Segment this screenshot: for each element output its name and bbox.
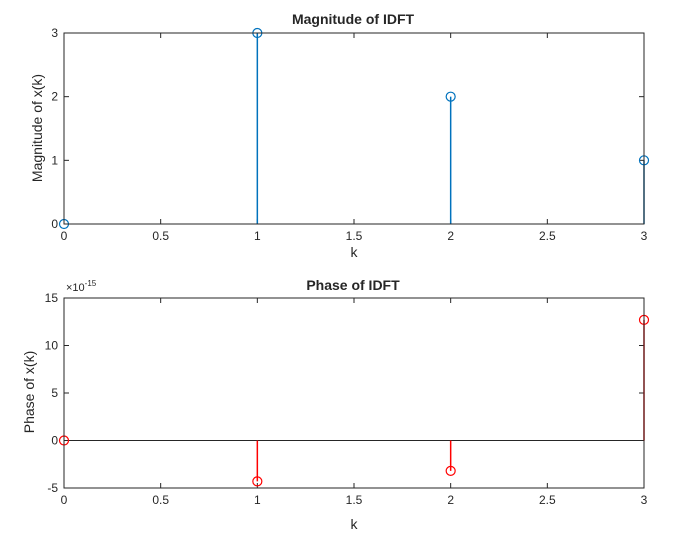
magnitude-y-tick-label: 0 xyxy=(51,217,58,231)
magnitude-x-tick-label: 2.5 xyxy=(539,229,556,243)
magnitude-stem-marker xyxy=(445,91,456,102)
phase-y-tick-label: 5 xyxy=(51,386,58,400)
phase-title: Phase of IDFT xyxy=(306,277,400,293)
phase-x-tick-label: 2.5 xyxy=(539,493,556,507)
phase-y-tick-label: 0 xyxy=(51,434,58,448)
phase-x-axis-label: k xyxy=(351,516,359,532)
phase-stem-marker xyxy=(445,465,456,476)
phase-x-tick-label: 2 xyxy=(447,493,454,507)
phase-x-tick-label: 1.5 xyxy=(346,493,363,507)
magnitude-title: Magnitude of IDFT xyxy=(292,11,415,27)
phase-x-tick-label: 0.5 xyxy=(152,493,169,507)
magnitude-y-tick-label: 1 xyxy=(51,153,58,167)
phase-y-axis-label: Phase of x(k) xyxy=(21,351,37,433)
phase-axes-box xyxy=(63,297,645,489)
phase-y-tick-label: -5 xyxy=(47,481,58,495)
magnitude-x-axis-label: k xyxy=(351,244,359,260)
magnitude-y-axis-label: Magnitude of x(k) xyxy=(29,74,45,182)
phase-exponent-power: -15 xyxy=(85,279,97,288)
phase-x-tick-label: 1 xyxy=(254,493,261,507)
magnitude-x-tick-label: 2 xyxy=(447,229,454,243)
magnitude-x-tick-label: 3 xyxy=(641,229,648,243)
magnitude-x-tick-label: 0 xyxy=(61,229,68,243)
phase-y-tick-label: 15 xyxy=(45,291,59,305)
phase-x-tick-label: 0 xyxy=(61,493,68,507)
magnitude-x-tick-label: 1 xyxy=(254,229,261,243)
magnitude-x-tick-label: 0.5 xyxy=(152,229,169,243)
phase-y-tick-label: 10 xyxy=(45,339,59,353)
magnitude-y-tick-label: 3 xyxy=(51,26,58,40)
phase-subplot: Phase of IDFT Phase of x(k) k ×10-15 0 0.… xyxy=(21,277,650,532)
phase-y-exponent: ×10-15 xyxy=(66,279,97,294)
phase-x-tick-label: 3 xyxy=(641,493,648,507)
magnitude-y-tick-label: 2 xyxy=(51,90,58,104)
phase-exponent-base: ×10 xyxy=(66,282,85,294)
phase-stem-marker xyxy=(252,476,263,487)
magnitude-axes-box xyxy=(63,32,645,225)
magnitude-x-tick-label: 1.5 xyxy=(346,229,363,243)
